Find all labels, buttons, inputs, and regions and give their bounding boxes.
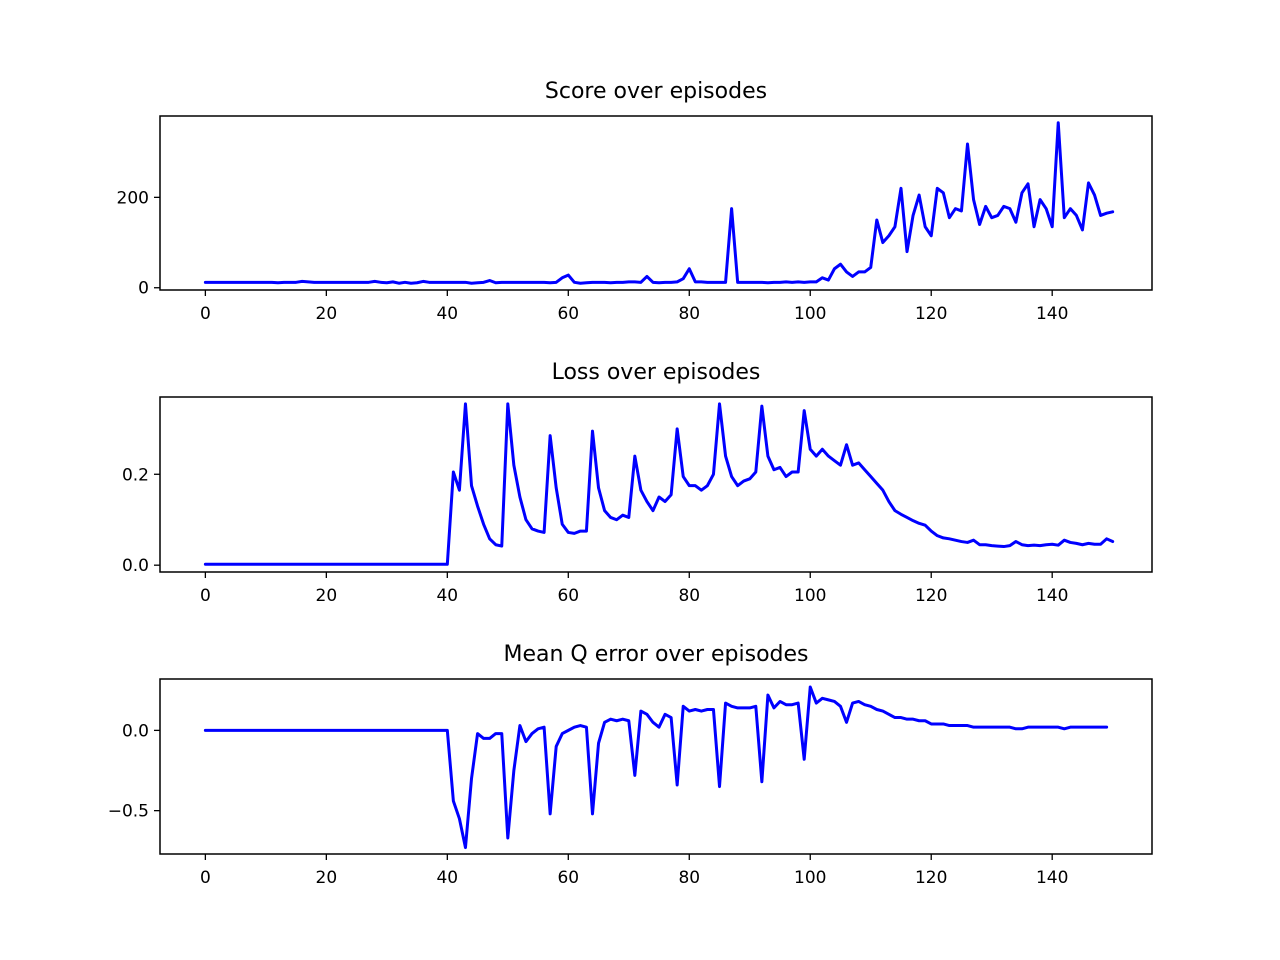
score-x-tick-label: 80 <box>678 304 700 324</box>
loss-axes-frame <box>159 396 1153 573</box>
q-error-plot-area: 0 20 40 60 80 100 120 140 0.0 −0.5 <box>108 678 1153 888</box>
loss-plot-area: 0 20 40 60 80 100 120 140 0.0 0.2 <box>122 396 1153 606</box>
loss-x-tick-label: 100 <box>794 586 826 606</box>
score-x-tick-label: 100 <box>794 304 826 324</box>
q-error-x-tick-label: 120 <box>915 868 947 888</box>
loss-x-tick-label: 20 <box>316 586 338 606</box>
score-y-tick-label: 200 <box>117 188 149 208</box>
score-series-line-0 <box>203 121 1115 285</box>
loss-series-line-0 <box>203 402 1115 566</box>
q-error-x-tick-label: 40 <box>436 868 458 888</box>
q-error-x-tick-label: 140 <box>1036 868 1068 888</box>
loss-x-tick-label: 0 <box>200 586 211 606</box>
score-plot-area: 0 20 40 60 80 100 120 140 0 200 <box>117 115 1153 324</box>
score-x-tick-label: 0 <box>200 304 211 324</box>
score-chart-title: Score over episodes <box>545 79 767 104</box>
loss-x-tick-label: 140 <box>1036 586 1068 606</box>
q-error-series-line-0 <box>203 685 1109 850</box>
score-x-tick-label: 60 <box>557 304 579 324</box>
score-x-tick-label: 20 <box>316 304 338 324</box>
score-x-tick-label: 40 <box>436 304 458 324</box>
q-error-y-tick-label: −0.5 <box>108 802 149 822</box>
loss-y-tick-label: 0.2 <box>122 465 149 485</box>
q-error-x-tick-label: 0 <box>200 868 211 888</box>
q-error-y-tick-label: 0.0 <box>122 721 149 741</box>
q-error-subplot: Mean Q error over episodes 0 20 40 60 80 100 1… <box>108 642 1153 888</box>
score-axes-frame <box>159 115 1153 291</box>
q-error-x-tick-label: 20 <box>316 868 338 888</box>
q-error-x-tick-label: 60 <box>557 868 579 888</box>
score-x-tick-label: 140 <box>1036 304 1068 324</box>
q-error-axes-frame <box>159 678 1153 855</box>
loss-x-tick-label: 40 <box>436 586 458 606</box>
score-subplot: Score over episodes 0 20 40 60 80 100 120 140 0 2… <box>117 79 1153 324</box>
loss-x-tick-label: 80 <box>678 586 700 606</box>
loss-x-tick-label: 120 <box>915 586 947 606</box>
score-y-tick-label: 0 <box>138 279 149 299</box>
score-x-tick-label: 120 <box>915 304 947 324</box>
q-error-x-tick-label: 100 <box>794 868 826 888</box>
loss-y-tick-label: 0.0 <box>122 556 149 576</box>
loss-subplot: Loss over episodes 0 20 40 60 80 100 120 140 0.0… <box>122 360 1153 606</box>
loss-chart-title: Loss over episodes <box>552 360 761 385</box>
loss-x-tick-label: 60 <box>557 586 579 606</box>
q-error-chart-title: Mean Q error over episodes <box>503 642 808 667</box>
q-error-x-tick-label: 80 <box>678 868 700 888</box>
